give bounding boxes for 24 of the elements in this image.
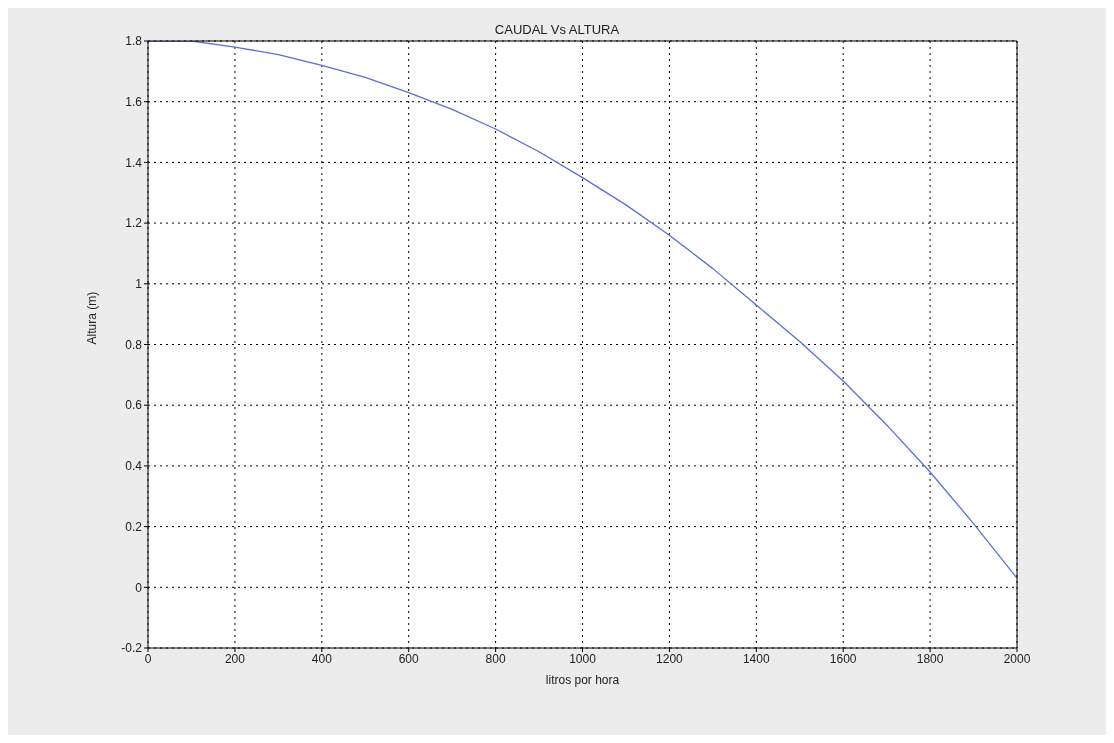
y-tick-label: 1.8 xyxy=(125,34,143,49)
chart-title: CAUDAL Vs ALTURA xyxy=(494,22,620,37)
x-axis-title: litros por hora xyxy=(545,673,620,687)
x-tick-label: 1200 xyxy=(656,651,684,666)
y-tick-label: 1.4 xyxy=(125,155,143,170)
y-axis-title: Altura (m) xyxy=(85,291,100,345)
x-tick-label: 1400 xyxy=(742,651,770,666)
x-tick-label: 1600 xyxy=(829,651,857,666)
x-tick-label: 600 xyxy=(398,651,420,666)
y-tick-label: 1.2 xyxy=(125,216,143,231)
x-tick-label: 200 xyxy=(224,651,246,666)
y-tick-label: 1 xyxy=(135,277,143,292)
x-tick-label: 400 xyxy=(311,651,333,666)
y-tick-label: 1.6 xyxy=(125,94,143,109)
x-tick-label: 800 xyxy=(485,651,506,666)
y-tick-label: -0.2 xyxy=(121,641,143,656)
x-tick-label: 2000 xyxy=(1003,651,1031,666)
x-tick-label: 1800 xyxy=(916,651,944,666)
y-tick-label: 0.8 xyxy=(125,337,143,352)
y-tick-label: 0.6 xyxy=(125,398,143,413)
x-tick-label: 1000 xyxy=(569,651,597,666)
y-tick-label: 0.4 xyxy=(125,459,143,474)
y-tick-label: 0 xyxy=(135,580,143,595)
y-tick-label: 0.2 xyxy=(125,519,143,534)
